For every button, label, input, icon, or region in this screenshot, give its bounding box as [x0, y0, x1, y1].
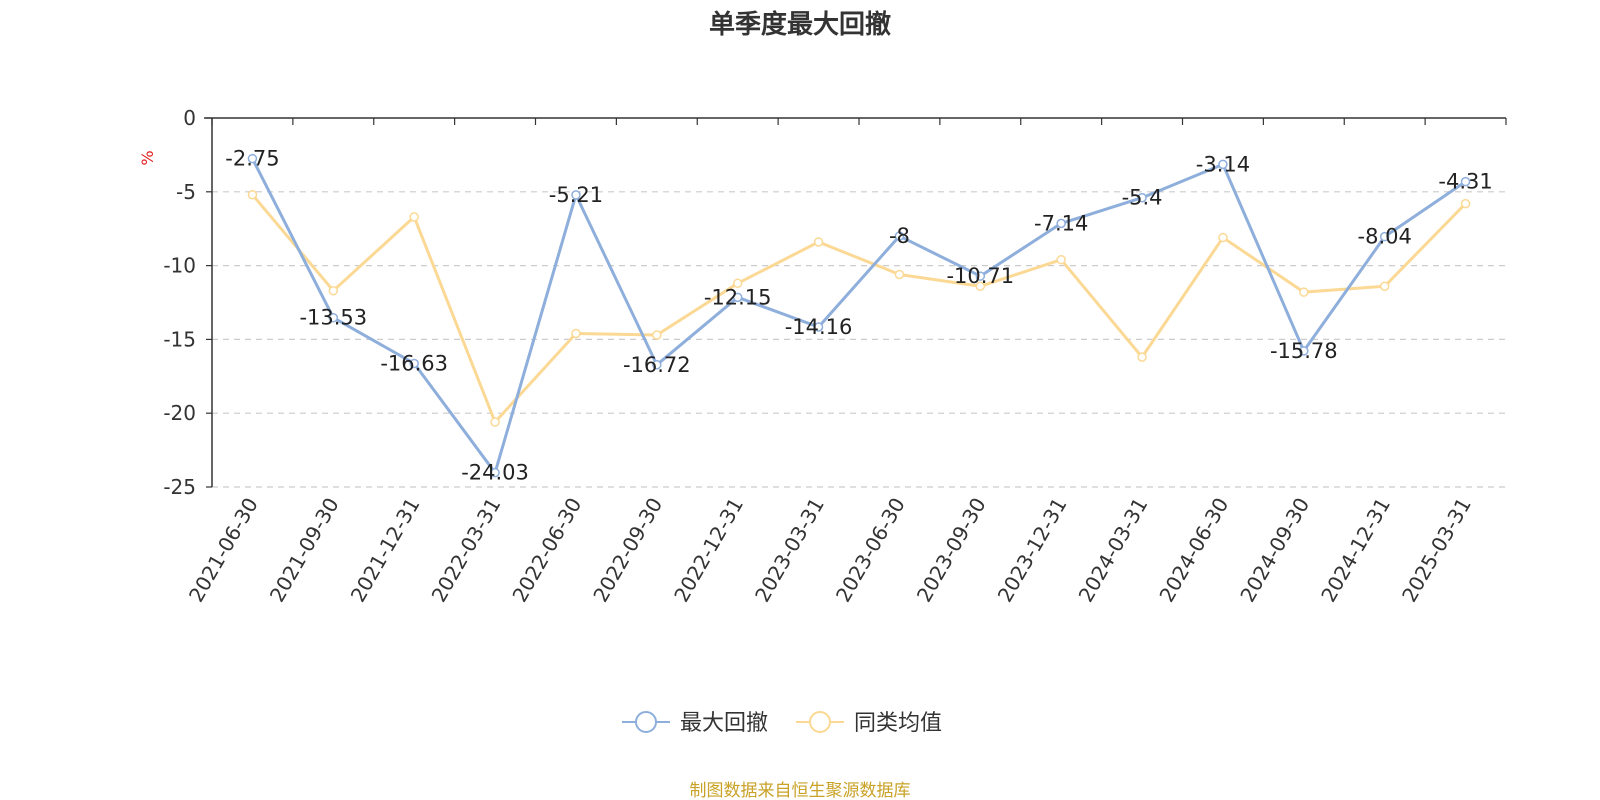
x-tick-label: 2021-09-30: [265, 494, 344, 607]
x-tick-label: 2022-06-30: [507, 494, 586, 607]
y-tick-label: -15: [163, 327, 196, 351]
data-point: [409, 358, 419, 369]
legend: 最大回撤 同类均值: [622, 711, 942, 736]
data-point: [1218, 232, 1228, 243]
data-label: -7.14: [1034, 211, 1088, 235]
data-point: [1379, 281, 1390, 292]
data-point: [975, 271, 986, 281]
x-tick-label: 2024-03-31: [1073, 494, 1152, 607]
legend-label: 同类均值: [854, 711, 942, 736]
data-point: [409, 212, 419, 222]
data-point: [247, 153, 258, 164]
legend-item-1: 最大回撤: [622, 711, 768, 736]
data-point: [247, 190, 258, 200]
y-tick-label: -20: [163, 401, 196, 425]
data-point: [328, 285, 339, 296]
data-point: [1056, 254, 1066, 265]
x-tick-label: 2023-06-30: [831, 494, 910, 607]
legend-label: 最大回撤: [680, 711, 768, 736]
y-axis-unit-label: %: [138, 150, 157, 165]
data-point: [490, 417, 500, 427]
data-point: [732, 278, 743, 289]
data-point: [1460, 198, 1471, 209]
data-point: [1137, 352, 1147, 362]
data-label: -16.63: [380, 351, 448, 375]
y-tick-label: 0: [183, 106, 196, 130]
data-point: [571, 328, 581, 339]
source-note: 制图数据来自恒生聚源数据库: [690, 781, 911, 800]
data-label: -4.31: [1438, 170, 1492, 194]
x-tick-label: 2021-12-31: [346, 494, 425, 607]
x-tick-label: 2023-09-30: [912, 494, 991, 607]
data-point: [652, 330, 662, 340]
data-label: -8: [889, 224, 910, 248]
x-tick-label: 2024-09-30: [1235, 494, 1314, 607]
data-point: [1299, 346, 1309, 356]
x-tick-label: 2023-12-31: [993, 494, 1072, 607]
axes: [204, 117, 1507, 487]
data-label: -8.04: [1358, 225, 1412, 249]
data-point: [732, 292, 743, 303]
data-label: -5.21: [549, 183, 603, 207]
y-tick-label: -5: [176, 180, 196, 204]
data-point: [813, 237, 824, 247]
data-point: [652, 360, 662, 370]
data-point: [490, 467, 500, 478]
x-tick-label: 2022-09-30: [588, 494, 667, 607]
series-2: [247, 190, 1471, 427]
data-point: [975, 281, 986, 292]
data-point: [894, 231, 905, 241]
y-tick-label: -10: [163, 254, 196, 278]
data-point: [813, 322, 824, 332]
legend-marker: [809, 711, 831, 733]
data-label: -10.71: [946, 264, 1014, 288]
data-point: [894, 269, 905, 280]
data-point: [1299, 287, 1309, 297]
data-label: -13.53: [299, 306, 367, 330]
legend-item-2: 同类均值: [796, 711, 942, 736]
legend-marker: [635, 711, 657, 733]
data-label: -14.16: [785, 315, 853, 339]
x-tick-label: 2024-06-30: [1154, 494, 1233, 607]
series-1: [247, 153, 1471, 478]
data-label: -15.78: [1270, 339, 1338, 363]
data-point: [1379, 231, 1390, 242]
data-point: [1460, 176, 1471, 187]
series-line: [251, 193, 1467, 424]
y-axis-ticks: 0 -5 -10 -15 -20 -25: [163, 106, 212, 499]
data-labels: -2.75 -13.53 -16.63 -24.03 -5.21 -16.72 -12.15…: [225, 147, 1492, 485]
data-label: -3.14: [1196, 152, 1250, 176]
data-label: -12.15: [704, 285, 772, 309]
x-axis-ticks: 2021-06-30 2021-09-30 2021-12-31 2022-03-31…: [184, 494, 1476, 607]
data-label: -24.03: [461, 461, 529, 485]
chart-title: 单季度最大回撤: [709, 9, 891, 40]
series-layer: [247, 153, 1471, 478]
series-line: [251, 157, 1467, 475]
x-tick-label: 2021-06-30: [184, 494, 263, 607]
data-point: [1056, 218, 1066, 229]
data-point: [571, 190, 581, 200]
x-tick-label: 2025-03-31: [1397, 494, 1476, 607]
data-label: -16.72: [623, 353, 691, 377]
gridlines: [212, 191, 1506, 488]
data-label: -2.75: [225, 147, 279, 171]
data-point: [1218, 159, 1228, 170]
data-point: [1137, 192, 1147, 203]
data-point: [328, 312, 339, 323]
x-tick-label: 2022-03-31: [426, 494, 505, 607]
y-tick-label: -25: [163, 475, 196, 499]
x-tick-label: 2023-03-31: [750, 494, 829, 607]
data-label: -5.4: [1122, 186, 1163, 210]
x-tick-label: 2024-12-31: [1316, 494, 1395, 607]
x-tick-label: 2022-12-31: [669, 494, 748, 607]
